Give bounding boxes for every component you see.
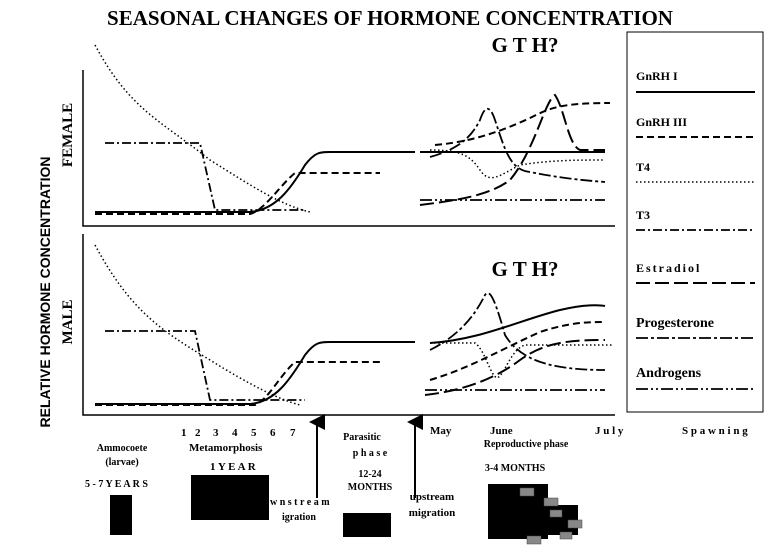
tick-number: 2: [195, 427, 201, 439]
diagram: SEASONAL CHANGES OF HORMONE CONCENTRATIO…: [0, 0, 767, 546]
curve: [430, 293, 605, 370]
legend-box: [627, 32, 763, 412]
curve: [95, 342, 415, 404]
label: upstream: [410, 491, 454, 503]
curve: [95, 45, 310, 212]
legend-label: T3: [636, 208, 650, 222]
shape: [527, 536, 541, 544]
tick-number: 4: [232, 427, 238, 439]
tick-number: 1: [181, 427, 187, 439]
image: [343, 513, 391, 537]
legend-label: Androgens: [636, 366, 702, 381]
y-axis-label: RELATIVE HORMONE CONCENTRATION: [37, 157, 53, 428]
label: (larvae): [105, 457, 138, 468]
label: Parasitic: [343, 432, 381, 443]
curve: [430, 150, 605, 178]
label: igration: [282, 512, 316, 523]
timeline: 1 2 3 4 5 6 7 Metamorphosis Ammocoete (l…: [85, 425, 748, 523]
label: migration: [409, 507, 455, 519]
shape: [550, 510, 562, 517]
label: S p a w n i n g: [682, 425, 748, 437]
annotation: G T H?: [492, 257, 559, 281]
label: MONTHS: [348, 482, 393, 493]
curve: [425, 340, 605, 395]
curve: [95, 245, 300, 405]
month: J u l y: [595, 425, 624, 437]
curve: [95, 152, 415, 212]
curve: [95, 362, 380, 405]
shape: [544, 498, 558, 506]
image: [488, 484, 548, 539]
month: May: [430, 425, 452, 437]
label: 12-24: [358, 469, 381, 480]
curve: [420, 95, 605, 205]
panel-label: FEMALE: [60, 103, 76, 167]
legend-label: Progesterone: [636, 316, 714, 331]
axes: [83, 70, 615, 226]
shape: [520, 488, 534, 496]
legend-label: T4: [636, 160, 650, 174]
tick-number: 7: [290, 427, 296, 439]
month: June: [490, 425, 513, 437]
legend: GnRH I GnRH III T4 T3 Estradiol Progeste…: [627, 32, 763, 412]
shape: [560, 532, 572, 539]
label: 3-4 MONTHS: [485, 463, 546, 474]
label: 5 - 7 Y E A R S: [85, 479, 148, 490]
legend-label: GnRH I: [636, 69, 678, 83]
shape: [568, 520, 582, 528]
title: SEASONAL CHANGES OF HORMONE CONCENTRATIO…: [107, 6, 673, 30]
curve: [95, 173, 380, 214]
label: Ammocoete: [97, 443, 148, 454]
image: [110, 495, 132, 535]
legend-label: GnRH III: [636, 115, 687, 129]
curve: [435, 103, 610, 145]
annotation: G T H?: [492, 33, 559, 57]
panel-label: MALE: [60, 300, 76, 345]
curve: [105, 143, 305, 210]
label: Metamorphosis: [189, 442, 263, 454]
image: [191, 475, 269, 520]
label: 1 Y E A R: [210, 461, 257, 473]
female-panel: FEMALE G T H?: [60, 33, 615, 226]
legend-label: Estradiol: [636, 261, 701, 275]
curve: [430, 322, 605, 380]
male-panel: MALE G T H?: [60, 234, 615, 415]
label: w n s t r e a m: [270, 497, 330, 508]
tick-number: 5: [251, 427, 257, 439]
label: p h a s e: [353, 448, 388, 459]
label: Reproductive phase: [484, 439, 569, 450]
tick-number: 6: [270, 427, 276, 439]
tick-number: 3: [213, 427, 219, 439]
curve: [105, 331, 305, 400]
